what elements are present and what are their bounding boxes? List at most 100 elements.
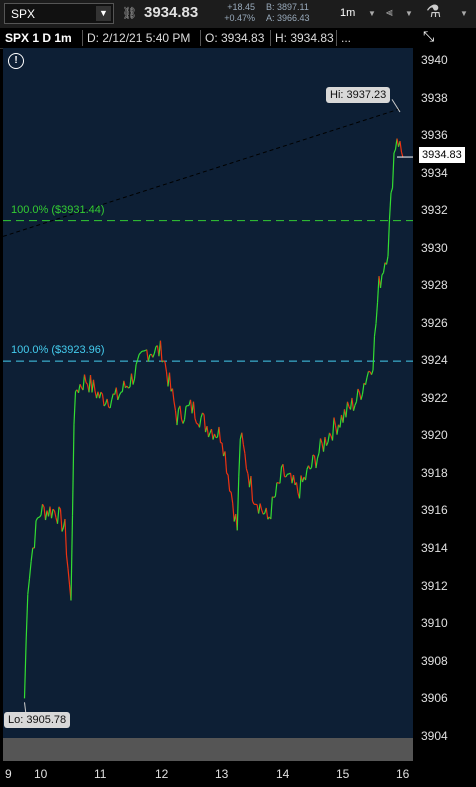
drawing-tool-icon[interactable]: ⤡ [423,28,435,44]
price-segment [345,401,349,418]
price-segment [262,512,265,515]
price-segment [30,547,34,562]
price-tick-label: 3928 [421,278,448,293]
price-segment [179,405,183,420]
price-segment [304,469,308,481]
price-segment [373,323,377,337]
price-tick-label: 3920 [421,428,448,443]
time-tick-label: 15 [336,767,350,781]
chart-plot-area[interactable] [3,48,413,738]
price-tick-label: 3916 [421,503,448,518]
chart-title: SPX 1 D 1m [5,31,72,45]
price-segment [357,388,361,393]
price-segment [153,346,157,354]
chart-header: SPX 1 D 1m D: 2/12/21 5:40 PM O: 3934.83… [0,28,476,49]
price-segment [192,401,196,419]
studies-dropdown-icon[interactable]: ▼ [460,9,468,18]
price-segment [70,515,74,601]
timeframe-dropdown-icon[interactable]: ▼ [368,9,376,18]
price-segment [67,568,71,585]
price-segment [229,490,232,493]
price-segment [279,467,283,484]
price-segment [198,417,202,428]
price-segment [339,414,343,428]
price-segment [251,500,255,505]
price-segment [118,392,122,396]
link-icon[interactable]: ⛓ [122,6,138,20]
price-segment [352,404,356,411]
price-segment [319,438,323,444]
price-segment [379,274,383,288]
price-segment [241,432,244,445]
time-tick-label: 11 [94,767,107,781]
price-segment [232,502,235,522]
symbol-selector[interactable]: SPX ▼ [4,3,114,24]
symbol-dropdown-icon[interactable]: ▼ [96,6,111,21]
price-segment [98,391,102,399]
high-label: Hi: 3937.23 [326,87,391,103]
price-segment [318,438,322,454]
price-segment [331,417,335,441]
more-values[interactable]: ... [341,31,352,45]
header-divider [82,30,83,46]
header-divider [336,30,337,46]
price-segment [227,475,231,492]
price-segment [59,509,63,532]
time-scroll-bar[interactable] [3,738,413,761]
price-segment [123,380,126,388]
price-segment [207,432,211,438]
price-segment [161,360,164,363]
price-segment [346,401,350,408]
price-segment [364,377,368,385]
time-tick-label: 12 [155,767,169,781]
price-segment [171,388,175,402]
price-segment [261,509,264,515]
price-segment [85,382,88,385]
price-segment [351,397,355,411]
price-segment [121,380,125,392]
timeframe-selector[interactable]: 1m [340,7,356,19]
price-axis[interactable]: 3940 3938 3936 3934 3932 3930 3928 3926 3924 3922… [413,48,476,761]
price-segment [35,517,39,522]
price-segment [137,354,140,360]
price-segment [61,527,65,532]
bar-date: D: 2/12/21 5:40 PM [87,31,191,45]
price-segment [101,394,105,407]
current-price-tag: 3934.83 [419,147,465,163]
price-segment [109,399,113,409]
price-tick-label: 3930 [421,240,448,255]
price-segment [33,520,37,549]
price-segment [53,510,57,518]
price-segment [310,454,314,468]
bid-ask-block: B: 3897.11 A: 3966.43 [266,2,310,24]
price-segment [173,401,177,411]
price-segment [185,405,188,407]
price-segment [272,496,275,498]
studies-flask-icon[interactable]: ⚗ [426,2,442,21]
price-tick-label: 3906 [421,691,448,706]
header-divider [200,30,201,46]
net-change: +18.45 [227,2,255,12]
price-segment [342,409,346,423]
style-dropdown-icon[interactable]: ▼ [405,9,413,18]
bar-high: H: 3934.83 [275,31,334,45]
price-tick-label: 3924 [421,353,448,368]
price-tick-label: 3914 [421,541,448,556]
price-tick-label: 3922 [421,390,448,405]
fib-upper-label: 100.0% ($3931.44) [11,204,105,216]
info-icon[interactable]: ! [8,53,24,69]
time-axis[interactable]: 9 10 11 12 13 14 15 16 [0,761,476,787]
price-segment [372,336,376,371]
price-tick-label: 3934 [421,165,448,180]
price-segment [315,457,319,469]
price-segment [41,503,45,508]
price-segment [100,391,104,395]
price-segment [244,453,247,469]
price-segment [103,403,107,407]
price-segment [370,370,374,375]
price-segment [37,516,40,519]
price-segment [361,383,365,395]
price-tick-label: 3936 [421,128,448,143]
candle-style-icon[interactable]: ⫷ [386,5,393,19]
price-segment [120,391,123,393]
